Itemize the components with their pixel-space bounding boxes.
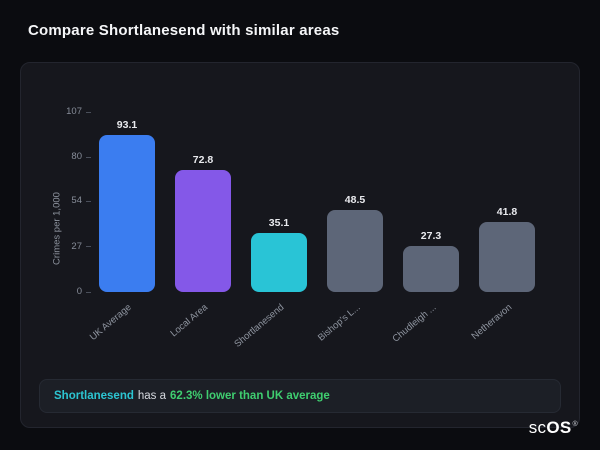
y-tick: 54 <box>71 194 91 208</box>
chart-card: Crimes per 1,000 0 27 54 80 107 93.1 UK Avera… <box>20 62 580 428</box>
x-axis-label: Local Area <box>168 302 211 340</box>
bar-group: 72.8 Local Area <box>169 112 231 339</box>
bar-value-label: 93.1 <box>116 119 138 132</box>
scos-logo: scOS® <box>529 418 578 438</box>
bar-value-label: 48.5 <box>344 194 366 207</box>
summary-note: Shortlanesend has a 62.3% lower than UK … <box>39 379 561 413</box>
bar-group: 35.1 Shortlanesend <box>232 112 307 350</box>
x-axis-label: Netheravon <box>469 302 515 343</box>
bar[interactable] <box>479 221 535 292</box>
bar[interactable] <box>99 135 155 292</box>
x-axis-label: UK Average <box>88 302 135 343</box>
y-tick: 0 <box>77 285 91 299</box>
y-axis-ticks: 0 27 54 80 107 <box>47 106 91 297</box>
x-axis-label: Shortlanesend <box>232 302 287 350</box>
summary-highlight: 62.3% lower than UK average <box>170 390 330 402</box>
bar-value-label: 72.8 <box>192 153 214 166</box>
y-tick: 80 <box>71 150 91 164</box>
bar-group: 41.8 Netheravon <box>469 112 535 342</box>
bar[interactable] <box>327 210 383 292</box>
bar-group: 27.3 Chudleigh ... <box>390 112 459 345</box>
x-axis-label: Chudleigh ... <box>390 302 439 345</box>
bar-value-label: 35.1 <box>268 216 290 229</box>
summary-area-name: Shortlanesend <box>54 390 134 402</box>
logo-prefix: sc <box>528 418 547 437</box>
bar-group: 93.1 UK Average <box>88 112 155 343</box>
y-tick: 107 <box>66 105 91 119</box>
summary-middle-text: has a <box>137 390 167 402</box>
bar[interactable] <box>403 246 459 292</box>
page-title: Compare Shortlanesend with similar areas <box>28 22 340 39</box>
registered-mark: ® <box>572 421 578 429</box>
x-axis-label: Bishop's L... <box>315 302 363 344</box>
y-tick: 27 <box>71 240 91 254</box>
plot-area: 93.1 UK Average 72.8 Local Area 35.1 Shortlan… <box>88 112 535 350</box>
bar-group: 48.5 Bishop's L... <box>316 112 383 343</box>
bar[interactable] <box>175 169 231 292</box>
bar-value-label: 41.8 <box>496 205 518 218</box>
logo-suffix: OS <box>546 418 572 437</box>
bar[interactable] <box>251 232 307 292</box>
bar-value-label: 27.3 <box>420 230 442 243</box>
